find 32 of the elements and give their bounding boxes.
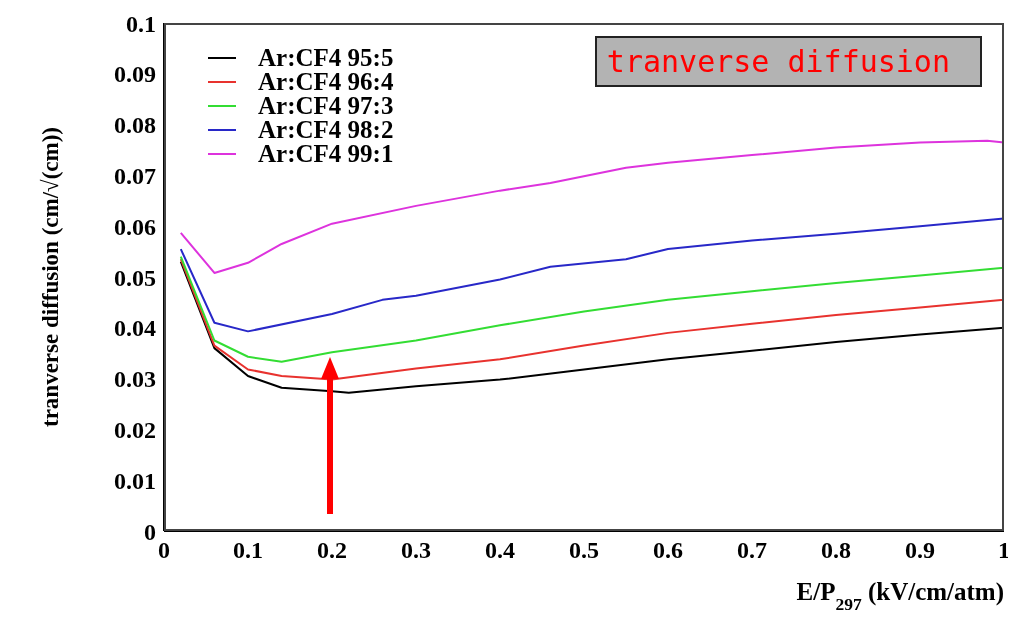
x-tick-label: 0.3 <box>401 537 431 564</box>
y-tick-label: 0.08 <box>114 112 156 139</box>
x-tick-label: 0.5 <box>569 537 599 564</box>
x-axis-title: E/P$_{297}$ (kV/cm/atm) <box>796 578 1004 614</box>
y-tick-label: 0.1 <box>126 10 156 37</box>
legend-label: Ar:CF4 95:5 <box>258 44 394 71</box>
x-tick-label: 1 <box>998 537 1010 564</box>
line-series <box>179 139 1004 274</box>
line-series <box>179 255 1004 363</box>
legend-label: Ar:CF4 98:2 <box>258 116 394 143</box>
annotation: tranverse diffusion <box>594 36 982 87</box>
y-tick-label: 0.03 <box>114 366 156 393</box>
y-tick-label: 0 <box>144 518 156 545</box>
x-tick-label: 0.4 <box>485 537 515 564</box>
y-tick-label: 0.05 <box>114 264 156 291</box>
y-tick-label: 0.07 <box>114 162 156 189</box>
x-tick-label: 0.2 <box>317 537 347 564</box>
y-tick-label: 0.04 <box>114 315 156 342</box>
x-tick-label: 0.9 <box>905 537 935 564</box>
x-tick-label: 0.8 <box>821 537 851 564</box>
y-axis-title: tranverse diffusion (cm/√(cm)) <box>38 126 63 428</box>
y-tick-label: 0.06 <box>114 213 156 240</box>
y-tick-label: 0.02 <box>114 416 156 443</box>
legend-label: Ar:CF4 97:3 <box>258 92 394 119</box>
x-tick-label: 0.6 <box>653 537 683 564</box>
x-tick-label: 0.1 <box>233 537 263 564</box>
y-tick-label: 0.09 <box>114 61 156 88</box>
legend-label: Ar:CF4 96:4 <box>258 68 394 95</box>
y-tick-label: 0.01 <box>114 467 156 494</box>
x-tick-label: 0.7 <box>737 537 767 564</box>
legend-label: Ar:CF4 99:1 <box>258 140 394 167</box>
line-series <box>179 217 1004 333</box>
